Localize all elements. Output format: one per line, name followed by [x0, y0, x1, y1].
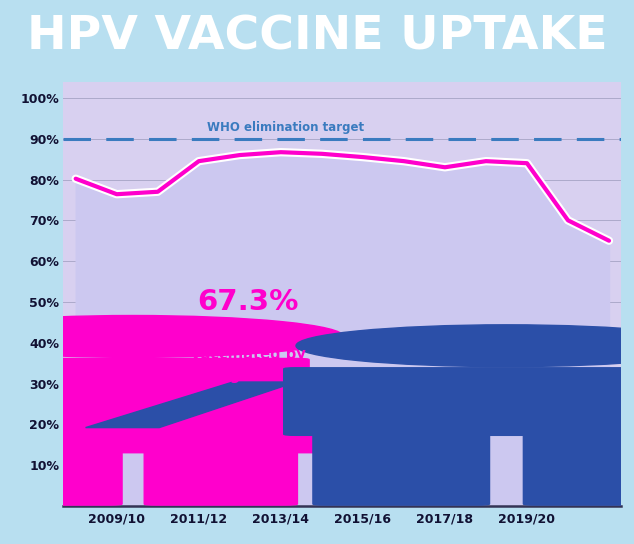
Text: girls fully
vaccinated by
age 14: girls fully vaccinated by age 14	[191, 326, 306, 384]
Circle shape	[0, 316, 344, 357]
Polygon shape	[297, 374, 484, 401]
Text: HPV VACCINE UPTAKE: HPV VACCINE UPTAKE	[27, 14, 607, 59]
FancyBboxPatch shape	[0, 452, 122, 505]
Polygon shape	[0, 406, 437, 453]
FancyBboxPatch shape	[524, 433, 634, 505]
Polygon shape	[86, 382, 296, 428]
Text: boys fully
vaccinated by
age 14: boys fully vaccinated by age 14	[351, 421, 465, 477]
Text: WHO elimination target: WHO elimination target	[207, 121, 364, 134]
Circle shape	[296, 325, 634, 367]
Text: 62.4%: 62.4%	[358, 386, 458, 414]
FancyBboxPatch shape	[313, 433, 489, 505]
Text: 67.3%: 67.3%	[197, 288, 299, 316]
FancyBboxPatch shape	[144, 452, 297, 505]
FancyBboxPatch shape	[0, 358, 309, 407]
FancyBboxPatch shape	[283, 368, 634, 435]
